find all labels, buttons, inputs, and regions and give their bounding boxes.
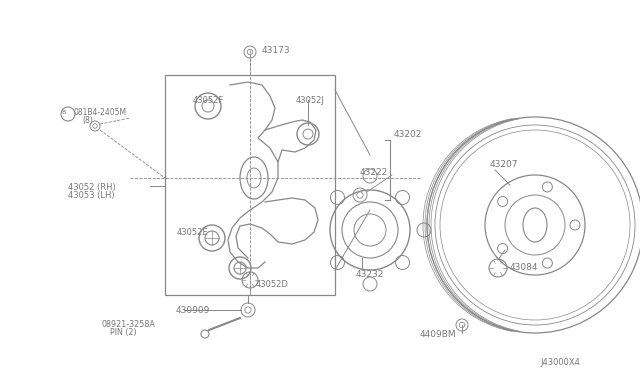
Text: 081B4-2405M: 081B4-2405M — [74, 108, 127, 117]
Text: 43202: 43202 — [394, 130, 422, 139]
Text: 43173: 43173 — [262, 46, 291, 55]
Text: 08921-3258A: 08921-3258A — [102, 320, 156, 329]
Text: 4409BM: 4409BM — [420, 330, 456, 339]
Text: 43052F: 43052F — [193, 96, 224, 105]
Text: 43222: 43222 — [360, 168, 388, 177]
Text: (8): (8) — [82, 116, 93, 125]
Text: B: B — [62, 110, 66, 115]
Text: 43232: 43232 — [356, 270, 385, 279]
Text: PIN (2): PIN (2) — [110, 328, 136, 337]
Text: 430909: 430909 — [176, 306, 211, 315]
Text: 43052J: 43052J — [296, 96, 325, 105]
Text: 43053 (LH): 43053 (LH) — [68, 191, 115, 200]
Bar — [165, 75, 335, 295]
Text: J43000X4: J43000X4 — [540, 358, 580, 367]
Text: 43084: 43084 — [510, 263, 538, 272]
Text: 43052 (RH): 43052 (RH) — [68, 183, 116, 192]
Text: 43207: 43207 — [490, 160, 518, 169]
Text: 43052E: 43052E — [177, 228, 209, 237]
Text: 43052D: 43052D — [256, 280, 289, 289]
